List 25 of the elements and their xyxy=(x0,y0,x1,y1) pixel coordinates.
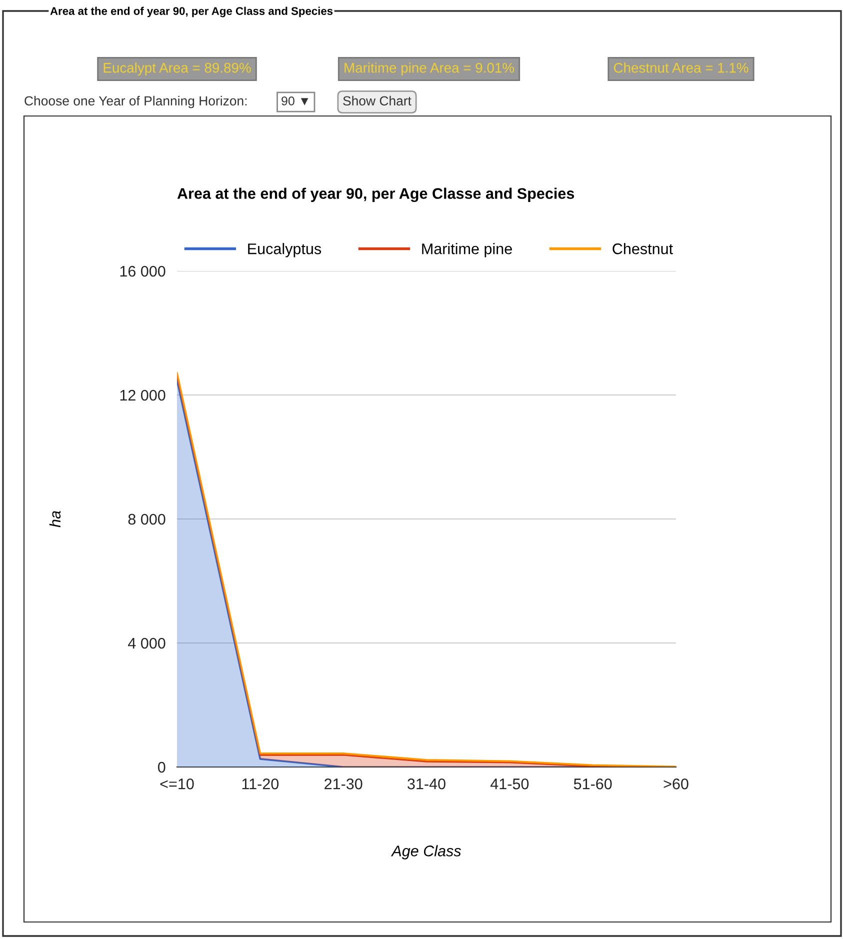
legend-label: Maritime pine xyxy=(422,243,512,258)
x-tick-label: 11-20 xyxy=(242,778,279,790)
y-tick-label: 12 000 xyxy=(120,390,166,401)
x-tick-label: 21-30 xyxy=(324,778,362,790)
chart-title: Area at the end of year 90, per Age Classe and Species xyxy=(177,188,574,202)
x-tick-label: <=10 xyxy=(160,778,194,790)
y-tick-label: 4 000 xyxy=(128,638,166,649)
legend-label: Eucalyptus xyxy=(248,243,322,258)
y-tick-label: 16 000 xyxy=(120,266,166,277)
text: Area at the end of year 90, per Age Class and Species xyxy=(50,6,333,18)
y-tick-label: 0 xyxy=(158,762,166,773)
legend-label: Chestnut xyxy=(612,243,673,254)
text: Chestnut Area = 1.1% xyxy=(614,62,748,73)
text: Maritime pine Area = 9.01% xyxy=(344,62,514,76)
text: Eucalypt Area = 89.89% xyxy=(104,62,251,76)
text: 90 ▼ xyxy=(282,96,308,106)
y-axis-title: ha xyxy=(49,511,61,528)
x-axis-title: Age Class xyxy=(390,845,462,860)
text: Show Chart xyxy=(343,96,412,106)
x-tick-label: >60 xyxy=(664,778,688,790)
text: Choose one Year of Planning Horizon: xyxy=(24,96,247,108)
x-tick-label: 31-40 xyxy=(408,778,446,790)
x-tick-label: 41-50 xyxy=(490,778,529,790)
y-tick-label: 8 000 xyxy=(128,514,166,525)
x-tick-label: 51-60 xyxy=(574,778,612,790)
